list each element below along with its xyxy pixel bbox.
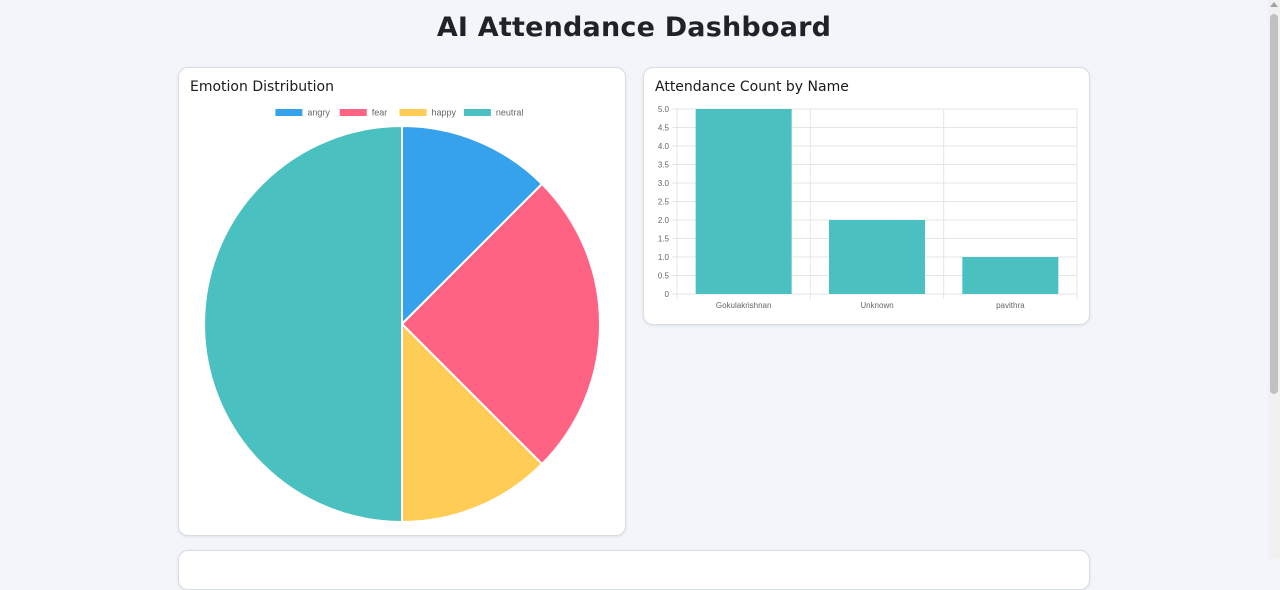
y-tick-label: 2.5 <box>658 198 670 207</box>
attendance-chart-title: Attendance Count by Name <box>655 79 849 95</box>
bar-unknown <box>829 220 925 294</box>
y-tick-label: 5.0 <box>658 105 670 114</box>
y-tick-label: 1.5 <box>658 235 670 244</box>
legend-label-neutral: neutral <box>496 108 524 118</box>
legend-swatch-neutral <box>463 109 491 116</box>
bar-pavithra <box>962 257 1059 294</box>
y-tick-label: 0.5 <box>658 272 670 281</box>
y-tick-label: 2.0 <box>658 216 670 225</box>
x-tick-label: pavithra <box>996 301 1025 310</box>
attendance-bar-chart: 0 0.5 1.0 1.5 2.0 2.5 3.0 3.5 4.0 4.5 5.0 Gokulakri… <box>658 105 1078 310</box>
y-tick-label: 4.5 <box>658 124 670 133</box>
y-tick-label: 4.0 <box>658 142 670 151</box>
pie-slice-angry <box>401 124 544 327</box>
pie-slice-neutral <box>203 124 403 524</box>
emotion-distribution-card: Emotion Distribution angry fear happy neutr… <box>178 67 626 536</box>
y-tick-label: 3.0 <box>658 179 670 188</box>
pie-slice-happy <box>401 321 544 524</box>
x-tick-label: Gokulakrishnan <box>716 301 772 310</box>
bottom-card <box>178 550 1090 590</box>
x-tick-label: Unknown <box>860 301 893 310</box>
scroll-up-arrow-icon[interactable] <box>1270 2 1278 7</box>
legend-swatch-angry <box>275 109 303 116</box>
y-tick-label: 3.5 <box>658 161 670 170</box>
legend-label-fear: fear <box>372 108 388 118</box>
pie-slice-fear <box>400 182 601 466</box>
scrollbar-thumb[interactable] <box>1270 14 1278 394</box>
y-tick-label: 0 <box>665 290 670 299</box>
pie-legend: angry fear happy neutral <box>275 108 523 118</box>
legend-label-happy: happy <box>431 108 456 118</box>
attendance-count-card: Attendance Count by Name 0 0.5 1.0 1.5 2.0 2.… <box>643 67 1090 325</box>
emotion-pie-chart: angry fear happy neutral <box>203 108 601 524</box>
emotion-chart-title: Emotion Distribution <box>190 79 334 95</box>
page-scrollbar[interactable] <box>1268 0 1280 559</box>
bar-gokulakrishnan <box>695 109 792 294</box>
legend-swatch-happy <box>399 109 427 116</box>
y-tick-label: 1.0 <box>658 253 670 262</box>
legend-label-angry: angry <box>307 108 330 118</box>
page-title: AI Attendance Dashboard <box>436 12 832 43</box>
legend-swatch-fear <box>339 109 367 116</box>
